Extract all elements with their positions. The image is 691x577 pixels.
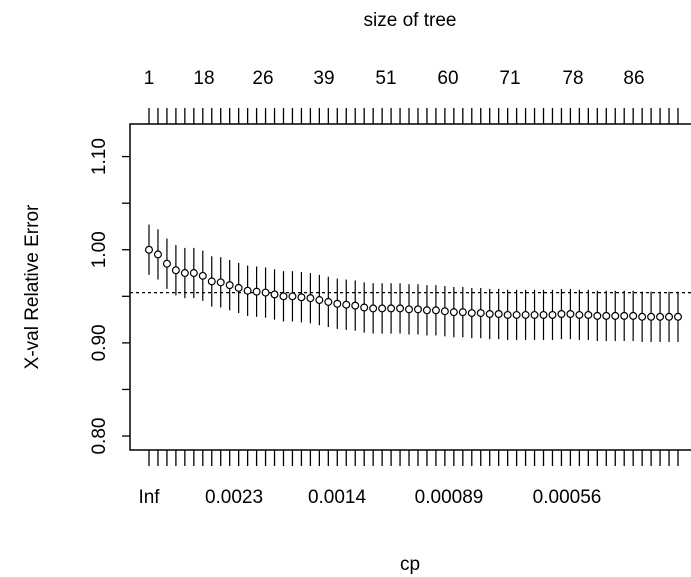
data-point (440, 307, 449, 316)
data-point (503, 310, 512, 319)
data-point (145, 245, 154, 254)
x-tick-label-top: 86 (623, 68, 644, 89)
data-point (530, 310, 539, 319)
data-point (665, 312, 674, 321)
x-tick-label-bottom: 0.00089 (415, 487, 484, 508)
data-point (467, 309, 476, 318)
data-point (485, 310, 494, 319)
data-point (557, 310, 566, 319)
data-point (279, 292, 288, 301)
data-point (575, 310, 584, 319)
data-point (638, 312, 647, 321)
data-point (521, 310, 530, 319)
data-point (207, 277, 216, 286)
data-point (270, 290, 279, 299)
y-tick-label: 0.80 (89, 418, 110, 455)
data-point (261, 288, 270, 297)
data-point (629, 311, 638, 320)
data-point (360, 303, 369, 312)
data-point (422, 306, 431, 315)
data-point (252, 287, 261, 296)
x-tick-label-top: 39 (313, 68, 334, 89)
x-axis-title: cp (400, 554, 420, 575)
data-point (602, 311, 611, 320)
data-point (198, 271, 207, 280)
data-point (369, 304, 378, 313)
data-point (413, 305, 422, 314)
x-tick-label-bottom: 0.00056 (533, 487, 602, 508)
data-point (351, 301, 360, 310)
data-point (539, 310, 548, 319)
data-point (162, 259, 171, 268)
x-tick-label-bottom: 0.0014 (308, 487, 367, 508)
data-point (324, 297, 333, 306)
x-tick-label-top: 78 (562, 68, 583, 89)
data-point (180, 269, 189, 278)
top-axis-title: size of tree (364, 10, 457, 31)
data-point (512, 310, 521, 319)
data-point (342, 300, 351, 309)
data-point (333, 299, 342, 308)
data-point (656, 312, 665, 321)
data-point (449, 308, 458, 317)
plot-frame (129, 123, 691, 451)
data-point (584, 310, 593, 319)
data-point (306, 294, 315, 303)
data-point (611, 311, 620, 320)
y-tick-label: 1.00 (89, 231, 110, 268)
data-point (171, 266, 180, 275)
data-point (153, 250, 162, 259)
data-point (458, 308, 467, 317)
x-tick-label-top: 60 (437, 68, 458, 89)
data-point (216, 278, 225, 287)
data-point (566, 310, 575, 319)
x-tick-label-top: 26 (252, 68, 273, 89)
data-point (647, 312, 656, 321)
data-point (378, 304, 387, 313)
x-tick-label-top: 1 (144, 68, 155, 89)
data-point (225, 281, 234, 290)
data-point (620, 311, 629, 320)
data-point (494, 310, 503, 319)
x-tick-label-top: 18 (193, 68, 214, 89)
y-axis-title: X-val Relative Error (22, 204, 43, 369)
data-point (288, 292, 297, 301)
x-tick-label-bottom: 0.0023 (205, 487, 263, 508)
data-point (593, 311, 602, 320)
y-tick-label: 1.10 (89, 138, 110, 175)
data-point (673, 312, 682, 321)
data-point (396, 304, 405, 313)
x-tick-label-bottom: Inf (138, 487, 160, 508)
x-tick-label-top: 71 (499, 68, 520, 89)
y-tick-label: 0.90 (89, 324, 110, 361)
data-point (234, 283, 243, 292)
data-point (189, 269, 198, 278)
data-point (387, 304, 396, 313)
data-point (476, 309, 485, 318)
data-point (243, 286, 252, 295)
data-point (315, 296, 324, 305)
data-point (297, 293, 306, 302)
data-point (548, 310, 557, 319)
x-tick-label-top: 51 (375, 68, 396, 89)
data-point (405, 305, 414, 314)
data-point (431, 306, 440, 315)
